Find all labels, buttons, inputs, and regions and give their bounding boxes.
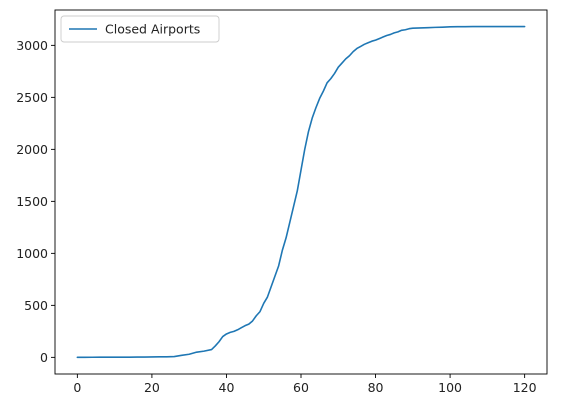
x-tick-label: 80: [368, 380, 384, 395]
y-tick-label: 0: [40, 350, 48, 365]
y-tick-label: 1500: [16, 194, 48, 209]
y-tick-label: 3000: [16, 38, 48, 53]
axes: 0 20 40 60 80 100 120 0 500 1000 1500 2000 2500 3000: [16, 9, 548, 395]
y-tick-label: 1000: [16, 246, 48, 261]
legend: Closed Airports: [60, 15, 220, 43]
x-tick-label: 40: [219, 380, 235, 395]
x-tick-label: 60: [293, 380, 309, 395]
x-tick-label: 20: [144, 380, 160, 395]
x-tick-label: 120: [513, 380, 537, 395]
plot-area: [76, 25, 526, 359]
y-tick-label: 2000: [16, 142, 48, 157]
y-tick-label: 500: [24, 298, 48, 313]
x-tick-label: 0: [73, 380, 81, 395]
series-line-0: [76, 25, 526, 359]
x-tick-label: 100: [438, 380, 462, 395]
y-tick-label: 2500: [16, 90, 48, 105]
legend-box: [60, 15, 220, 43]
legend-label-closed-airports: Closed Airports: [105, 22, 200, 37]
